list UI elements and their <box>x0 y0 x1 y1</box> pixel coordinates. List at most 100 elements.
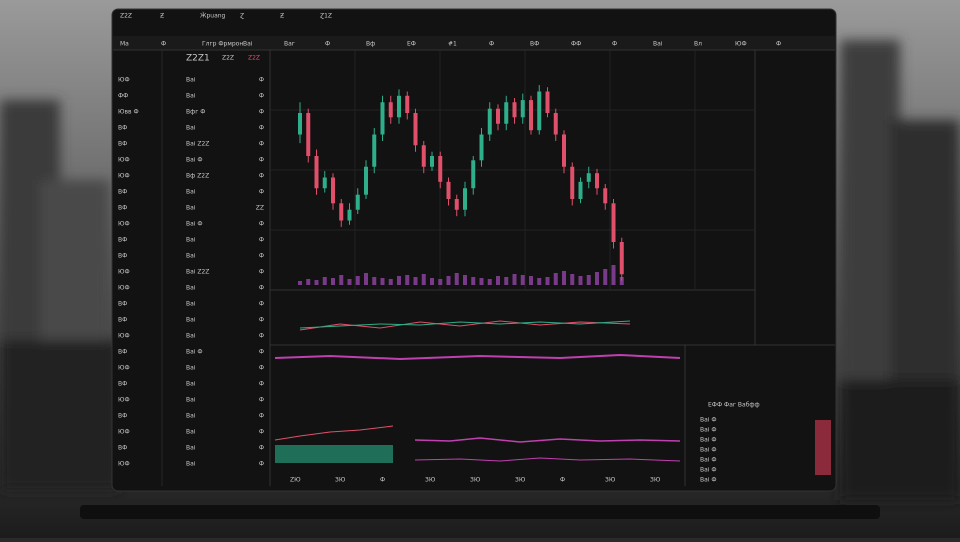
toolbar-item: Ф <box>776 41 781 48</box>
volume-bar <box>512 274 517 285</box>
candle-body <box>339 203 344 221</box>
row-value: Ф <box>259 125 264 132</box>
mini-chart-line <box>414 437 681 443</box>
row-code: ЮФ <box>118 285 130 292</box>
toolbar-item: Ф <box>325 41 330 48</box>
candle-body <box>405 95 410 113</box>
laptop-base <box>80 505 880 519</box>
candle-body <box>463 188 467 210</box>
chart-grid <box>270 50 755 290</box>
row-code: Ювв Ф <box>118 109 139 116</box>
volume-bar <box>471 277 476 285</box>
volume-bar <box>388 279 393 285</box>
row-name: Ваі Ф <box>186 221 203 228</box>
candle-body <box>487 108 492 135</box>
volume-bar <box>355 276 360 285</box>
candle-body <box>347 209 352 221</box>
candle-body <box>586 173 591 182</box>
row-name: Ваі <box>186 301 196 308</box>
bottom-label: ZЮ <box>290 477 301 484</box>
row-name: Ваі <box>186 205 196 212</box>
row-name: Ваі <box>186 397 196 404</box>
row-code: ВФ <box>118 301 127 308</box>
candle-body <box>380 102 385 135</box>
row-value: Ф <box>259 461 264 468</box>
candle-body <box>306 113 311 156</box>
volume-bar <box>306 279 311 285</box>
toolbar-item: ФФ <box>571 41 581 48</box>
volume-bar <box>380 278 385 285</box>
volume-bar <box>463 275 467 285</box>
row-code: ЮФ <box>118 77 130 84</box>
indicator-line <box>299 320 631 329</box>
header-tab: Ƶ <box>280 13 284 20</box>
bottom-label: ЗЮ <box>335 477 346 484</box>
candle-body <box>512 102 517 118</box>
bottom-label: ЗЮ <box>515 477 526 484</box>
bottom-label: Ф <box>380 477 385 484</box>
volume-bar <box>619 277 624 285</box>
row-name: Ваі <box>186 381 196 388</box>
candle-body <box>611 203 616 242</box>
row-value: Ф <box>259 141 264 148</box>
row-name: Вф Z2Z <box>186 173 209 180</box>
row-name: Ваі <box>186 429 196 436</box>
volume-bar <box>347 279 352 285</box>
volume-bar <box>487 279 492 285</box>
volume-bar <box>545 277 550 285</box>
row-name: Ваі <box>186 413 196 420</box>
row-code: ВФ <box>118 205 127 212</box>
panel-row: Ваі Ф <box>700 427 717 434</box>
row-name: Ваі <box>186 285 196 292</box>
panel-row: Ваі Ф <box>700 467 717 474</box>
candle-body <box>364 166 368 195</box>
candle-body <box>595 173 599 189</box>
volume-bar <box>570 274 575 285</box>
row-code: ЮФ <box>118 333 130 340</box>
header-tab: Ɀ <box>240 13 244 20</box>
volume-bar <box>611 265 616 285</box>
row-name: Ваі <box>186 125 196 132</box>
row-name: Ваі <box>186 317 196 324</box>
candle-body <box>479 134 484 161</box>
row-name: Ваі <box>186 365 196 372</box>
volume-bar <box>537 278 542 285</box>
volume-bar <box>405 275 410 285</box>
indicator-line <box>274 353 681 361</box>
volume-bar <box>430 278 434 285</box>
row-code: ЮФ <box>118 157 130 164</box>
candle-body <box>553 113 558 135</box>
toolbar-item: Вл <box>694 41 702 48</box>
row-value: Ф <box>259 301 264 308</box>
candle-body <box>471 160 476 189</box>
toolbar-item: #1 <box>448 41 457 48</box>
volume-bar <box>314 280 319 285</box>
volume-bar <box>421 274 426 285</box>
volume-bar <box>331 278 335 285</box>
row-name: Ваі Z2Z <box>186 269 209 276</box>
volume-bar <box>479 278 484 285</box>
row-code: ВФ <box>118 141 127 148</box>
volume-bar <box>496 276 500 285</box>
mini-chart-line <box>414 457 681 462</box>
row-value: Ф <box>259 221 264 228</box>
order-bar <box>815 420 831 475</box>
toolbar-item: ВФ <box>530 41 539 48</box>
row-code: ВФ <box>118 237 127 244</box>
mini-chart-volume <box>275 445 393 463</box>
toolbar-item: Ф <box>161 41 166 48</box>
toolbar-item: Ваг <box>284 41 295 48</box>
panel-row: Ваі Ф <box>700 447 717 454</box>
volume-bar <box>446 276 451 285</box>
candle-body <box>446 181 451 199</box>
row-code: ЮФ <box>118 365 130 372</box>
row-value: Ф <box>259 397 264 404</box>
toolbar-item: Ваі <box>653 41 663 48</box>
volume-bar <box>586 275 591 285</box>
row-code: ВФ <box>118 189 127 196</box>
candle-body <box>619 242 624 275</box>
row-value: Ф <box>259 413 264 420</box>
volume-bar <box>562 271 566 285</box>
header-tab: Ӂpuang <box>200 13 226 20</box>
